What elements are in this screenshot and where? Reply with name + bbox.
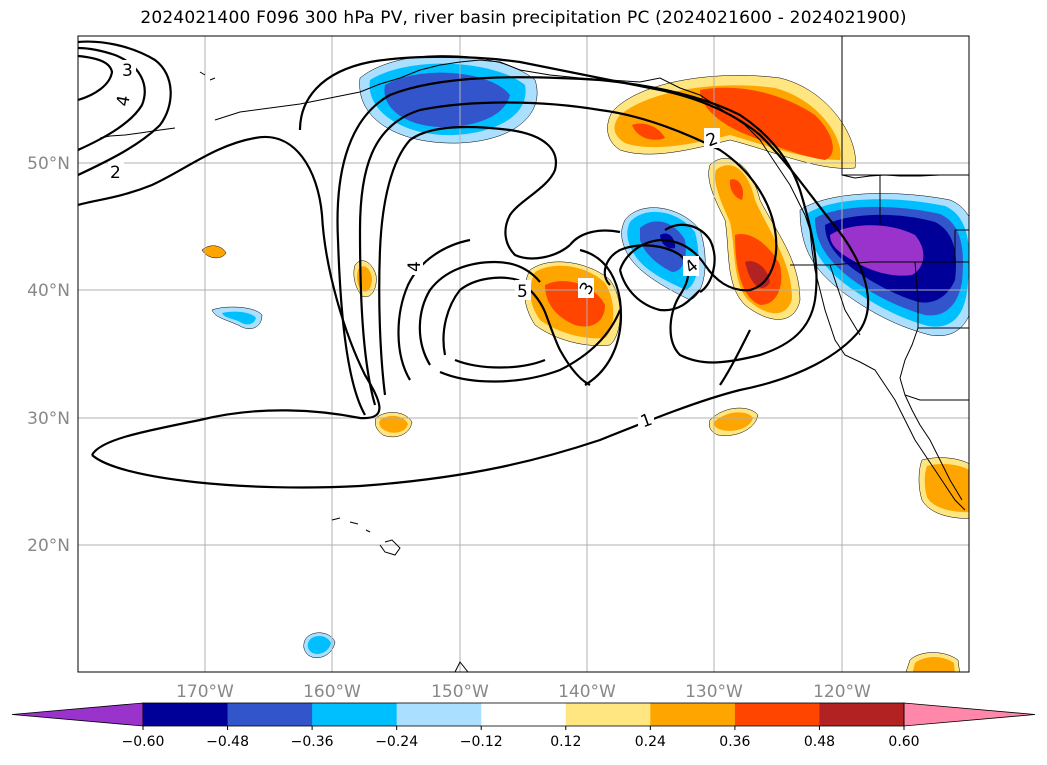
colorbar-tick-label: −0.60 [122,734,165,750]
map-frame [77,35,970,673]
pv-contour-labels: 3 4 2 4 5 3 4 2 1 [108,60,721,432]
colorbar-segment [481,703,567,726]
colorbar-segment [819,703,905,726]
colorbar-segment [227,703,313,726]
lon-label-120w: 120°W [813,682,871,702]
lat-label-20n: 20°N [27,536,70,556]
lon-label-160w: 160°W [303,682,361,702]
colorbar-segment [650,703,736,726]
colorbar-segment [734,703,820,726]
colorbar-extend-low [11,702,144,727]
lon-label-170w: 170°W [176,682,234,702]
longitude-tick-labels: 170°W 160°W 150°W 140°W 130°W 120°W [176,682,871,702]
colorbar-segment [565,703,651,726]
colorbar-tick-label: −0.12 [460,734,503,750]
colorbar-tick-label: −0.48 [206,734,249,750]
colorbar-tick-label: −0.24 [375,734,418,750]
colorbar-segment [312,703,398,726]
colorbar-tick-label: 0.60 [888,734,919,750]
lon-label-150w: 150°W [431,682,489,702]
contour-label-5: 5 [517,282,528,302]
lat-label-50n: 50°N [27,154,70,174]
lat-label-30n: 30°N [27,409,70,429]
colorbar-tick-label: 0.12 [550,734,581,750]
colorbar-segment [396,703,482,726]
colorbar-outline [142,702,905,727]
colorbar-tick-label: −0.36 [291,734,334,750]
colorbar-tick-labels: −0.60 −0.48 −0.36 −0.24 −0.12 0.12 0.24 0.36 0.4… [122,726,920,750]
colorbar-tick-label: 0.36 [719,734,750,750]
map-title: 2024021400 F096 300 hPa PV, river basin … [140,8,907,28]
contour-label-3a: 3 [122,61,133,81]
contour-label-2a: 2 [110,163,121,183]
lat-label-40n: 40°N [27,281,70,301]
positive-anomaly-british-columbia [607,75,856,320]
negative-anomaly-offshore [621,207,706,301]
lon-label-140w: 140°W [558,682,616,702]
latitude-tick-labels: 20°N 30°N 40°N 50°N [27,154,70,556]
colorbar-tick-label: 0.48 [804,734,835,750]
lon-label-130w: 130°W [685,682,743,702]
colorbar-segment [143,703,229,726]
colorbar [11,702,1036,727]
contour-label-4a: 4 [113,94,135,108]
colorbar-extend-high [903,702,1036,727]
colorbar-tick-label: 0.24 [635,734,666,750]
contour-label-4b: 4 [405,261,425,272]
